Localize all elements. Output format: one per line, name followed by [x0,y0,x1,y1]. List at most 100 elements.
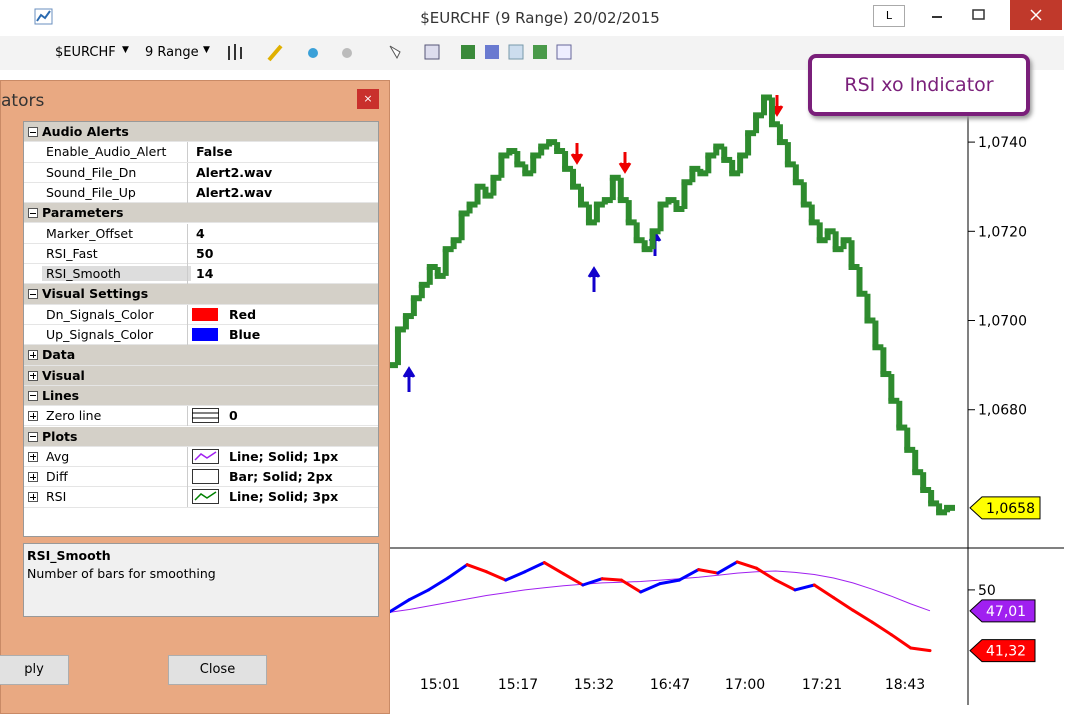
expand-toggle [28,350,38,361]
property-name: Sound_File_Dn [46,164,137,180]
property-row: RSI_Smooth 14 [24,264,378,285]
cell-separator [187,487,188,508]
expand-toggle [28,451,38,462]
section-row: Parameters [24,203,378,224]
rsi-segment [909,646,932,653]
section-row: Audio Alerts [24,122,378,143]
rsi-segment [619,578,643,594]
section-name: Parameters [42,205,124,221]
value-tag-label: 41,32 [986,644,1026,660]
property-name: Diff [46,469,68,485]
property-name: RSI [46,489,67,505]
x-tick-label: 15:17 [498,677,538,693]
icon-line [194,451,217,461]
section-name: Lines [42,387,80,403]
cell-separator [187,162,188,183]
property-name: Sound_File_Up [46,184,136,200]
section-name: Visual [42,367,85,383]
section-row: Plots [24,426,378,447]
rsi-segment [735,560,758,570]
cell-separator [187,325,188,345]
rsi-segment [542,561,566,576]
property-value: Line; Solid; 1px [229,448,339,464]
expand-toggle [28,390,38,401]
property-row: RSI_Fast 50 [24,243,378,265]
description-title: RSI_Smooth [27,548,111,563]
property-row: Sound_File_Dn Alert2.wav [24,162,378,183]
close-button[interactable]: Close [168,655,267,685]
rsi-segment [407,588,431,602]
property-name: Avg [46,448,70,464]
x-tick-label: 15:32 [574,677,614,693]
indicator-panel: ators × Audio Alerts Enable_Audio_Alert Fa… [0,80,390,714]
color-swatch [192,328,218,341]
y-tick-label: 1,0700 [978,314,1027,330]
property-value: 50 [196,245,214,261]
property-name: RSI_Smooth [42,266,191,282]
app-icon [34,8,53,25]
property-value: Alert2.wav [196,164,273,180]
rsi-segment [600,577,623,582]
signal-arrows [402,95,784,392]
property-value: Bar; Solid; 2px [229,469,333,485]
description-text: Number of bars for smoothing [27,566,216,581]
apply-button[interactable]: ply [0,655,69,685]
property-row: Zero line 0 [24,406,378,427]
maximize[interactable] [972,9,985,20]
property-row: RSI Line; Solid; 3px [24,487,378,508]
property-row: Dn_Signals_Color Red [24,304,378,325]
expand-toggle [28,208,38,219]
section-row: Data [24,345,378,366]
property-grid: Audio Alerts Enable_Audio_Alert False Sound… [23,121,379,537]
property-value: 0 [229,408,238,424]
rsi-segment [812,583,836,600]
property-name: Up_Signals_Color [46,327,154,342]
icon-line [194,491,217,501]
cell-separator [187,446,188,467]
style-icon [192,448,219,464]
section-name: Visual Settings [42,286,149,302]
style-icon [192,469,219,485]
window-controls [932,0,1062,30]
symbol-dropdown[interactable]: $EURCHF [55,45,116,60]
toolbar-icons [228,44,572,62]
property-value: 4 [196,225,205,241]
expand-toggle [28,411,38,422]
x-tick-label: 17:00 [725,677,765,693]
mode-button[interactable]: L [873,5,905,27]
rsi-segment [523,561,546,574]
cell-separator [187,264,188,285]
x-tick-label: 15:01 [420,677,460,693]
rsi-segment [716,560,739,575]
property-name: Marker_Offset [46,225,134,241]
y-tick-label: 1,0680 [978,403,1027,419]
icon-frame [192,469,219,485]
property-value: Red [229,306,257,322]
section-row: Lines [24,385,378,407]
title-bar: $EURCHF (9 Range) 20/02/2015 L [0,0,1080,36]
rsi-segment [562,572,585,587]
overlay-label: RSI xo Indicator [808,54,1030,116]
rsi-segment [484,570,508,582]
property-row: Marker_Offset 4 [24,223,378,244]
panel-close[interactable]: × [357,89,379,109]
section-name: Plots [42,428,78,444]
value-tag-label: 47,01 [986,604,1026,620]
rsi-segment [697,568,720,575]
rsi-segment [677,568,701,582]
rsi-segment [639,582,662,594]
cell-separator [187,304,188,325]
section-name: Data [42,347,76,363]
rsi-segment [581,577,604,587]
rsi-segment [754,566,778,582]
y-tick-label: 1,0740 [978,135,1027,151]
y-tick-label: 1,0720 [978,224,1027,240]
property-row: Enable_Audio_Alert False [24,142,378,163]
style-icon [192,408,219,424]
expand-toggle [28,289,38,300]
property-value: 14 [196,266,214,282]
interval-dropdown[interactable]: 9 Range [145,45,199,60]
x-tick-label: 18:43 [885,677,925,693]
expand-toggle [28,472,38,483]
